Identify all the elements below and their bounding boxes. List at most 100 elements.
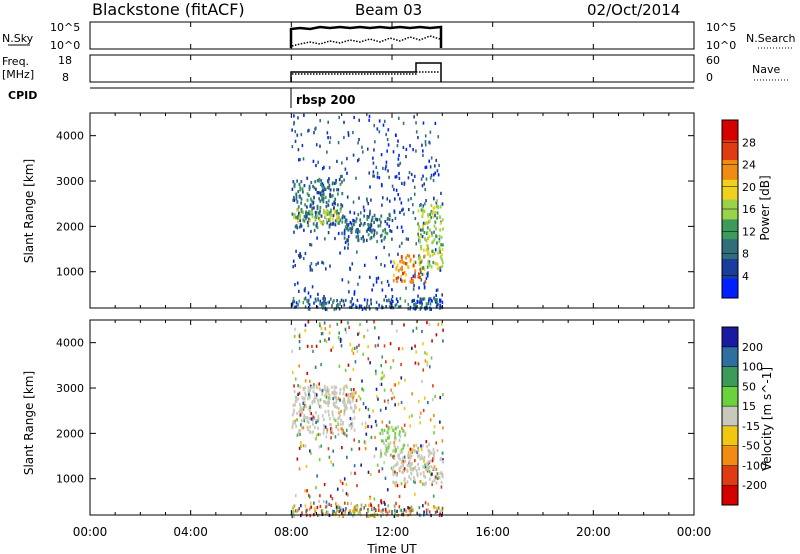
scatter-point (315, 163, 317, 168)
band-point (434, 211, 437, 215)
band-point (394, 463, 397, 468)
band-point (420, 454, 423, 458)
band-point (319, 182, 322, 186)
ground-point (386, 299, 388, 303)
ground-point (334, 511, 337, 516)
scatter-point (307, 320, 310, 324)
ground-point (439, 299, 441, 304)
ground-point (350, 305, 353, 309)
band-point (439, 250, 442, 254)
ground-point (338, 509, 341, 513)
scatter-point (376, 175, 379, 179)
scatter-point (308, 495, 311, 499)
band-point (422, 272, 425, 277)
scatter-point (317, 432, 320, 437)
band-point (314, 180, 317, 184)
band-point (436, 472, 439, 476)
band-point (326, 209, 329, 213)
band-point (387, 442, 390, 446)
band-point (374, 217, 377, 221)
scatter-point (395, 329, 398, 333)
scatter-point (397, 139, 399, 143)
band-point (425, 221, 428, 225)
scatter-point (411, 346, 413, 350)
ground-point (394, 504, 397, 509)
scatter-point (345, 434, 348, 438)
ground-point (355, 304, 357, 308)
colorbar-tick-label: 28 (742, 136, 756, 149)
band-point (426, 248, 429, 252)
scatter-point (373, 454, 376, 459)
scatter-point (414, 216, 417, 221)
band-point (426, 467, 428, 472)
scatter-point (364, 441, 367, 445)
scatter-point (415, 242, 418, 246)
band-point (394, 431, 397, 436)
scatter-point (422, 408, 425, 413)
scatter-point (385, 160, 388, 164)
scatter-point (388, 175, 390, 179)
scatter-point (298, 467, 301, 471)
scatter-point (358, 408, 361, 412)
band-point (439, 205, 442, 209)
ground-point (412, 508, 414, 512)
scatter-point (392, 150, 395, 154)
band-point (372, 234, 375, 238)
scatter-point (311, 285, 314, 289)
band-point (414, 275, 416, 279)
scatter-point (379, 234, 382, 238)
band-point (386, 436, 389, 440)
colorbar-tick-label: 200 (742, 341, 763, 354)
band-point (423, 459, 425, 463)
scatter-point (417, 474, 419, 478)
scatter-point (400, 201, 403, 205)
scatter-point (312, 349, 314, 353)
scatter-point (374, 140, 376, 144)
scatter-point (421, 235, 424, 239)
scatter-point (413, 115, 415, 119)
band-point (401, 265, 403, 269)
scatter-point (441, 202, 444, 206)
scatter-point (336, 322, 339, 326)
band-point (293, 384, 295, 388)
ground-point (316, 305, 319, 309)
band-point (307, 193, 310, 198)
band-point (320, 184, 323, 188)
band-point (306, 211, 308, 215)
band-point (315, 215, 318, 219)
scatter-point (436, 509, 438, 513)
band-point (363, 221, 366, 226)
band-point (299, 403, 301, 407)
band-point (436, 241, 438, 245)
band-point (440, 253, 443, 257)
scatter-point (313, 131, 315, 135)
scatter-point (308, 507, 311, 511)
scatter-point (339, 174, 342, 179)
band-point (435, 262, 438, 266)
scatter-point (372, 170, 375, 174)
band-point (326, 221, 329, 225)
ground-point (355, 305, 358, 310)
scatter-point (294, 327, 296, 331)
band-point (380, 233, 383, 237)
band-point (316, 191, 319, 195)
band-point (412, 254, 415, 258)
scatter-point (430, 356, 433, 360)
band-point (407, 453, 410, 457)
band-point (416, 472, 419, 476)
band-point (332, 188, 335, 192)
band-point (296, 418, 298, 422)
colorbar-segment (722, 258, 738, 279)
scatter-point (318, 382, 321, 386)
scatter-point (426, 363, 429, 367)
band-point (435, 234, 438, 239)
ground-point (433, 505, 435, 509)
scatter-point (347, 131, 350, 135)
band-point (309, 430, 312, 435)
scatter-point (363, 506, 365, 510)
band-point (299, 213, 302, 218)
band-point (353, 394, 355, 398)
ground-point (371, 507, 373, 511)
scatter-point (415, 121, 417, 125)
